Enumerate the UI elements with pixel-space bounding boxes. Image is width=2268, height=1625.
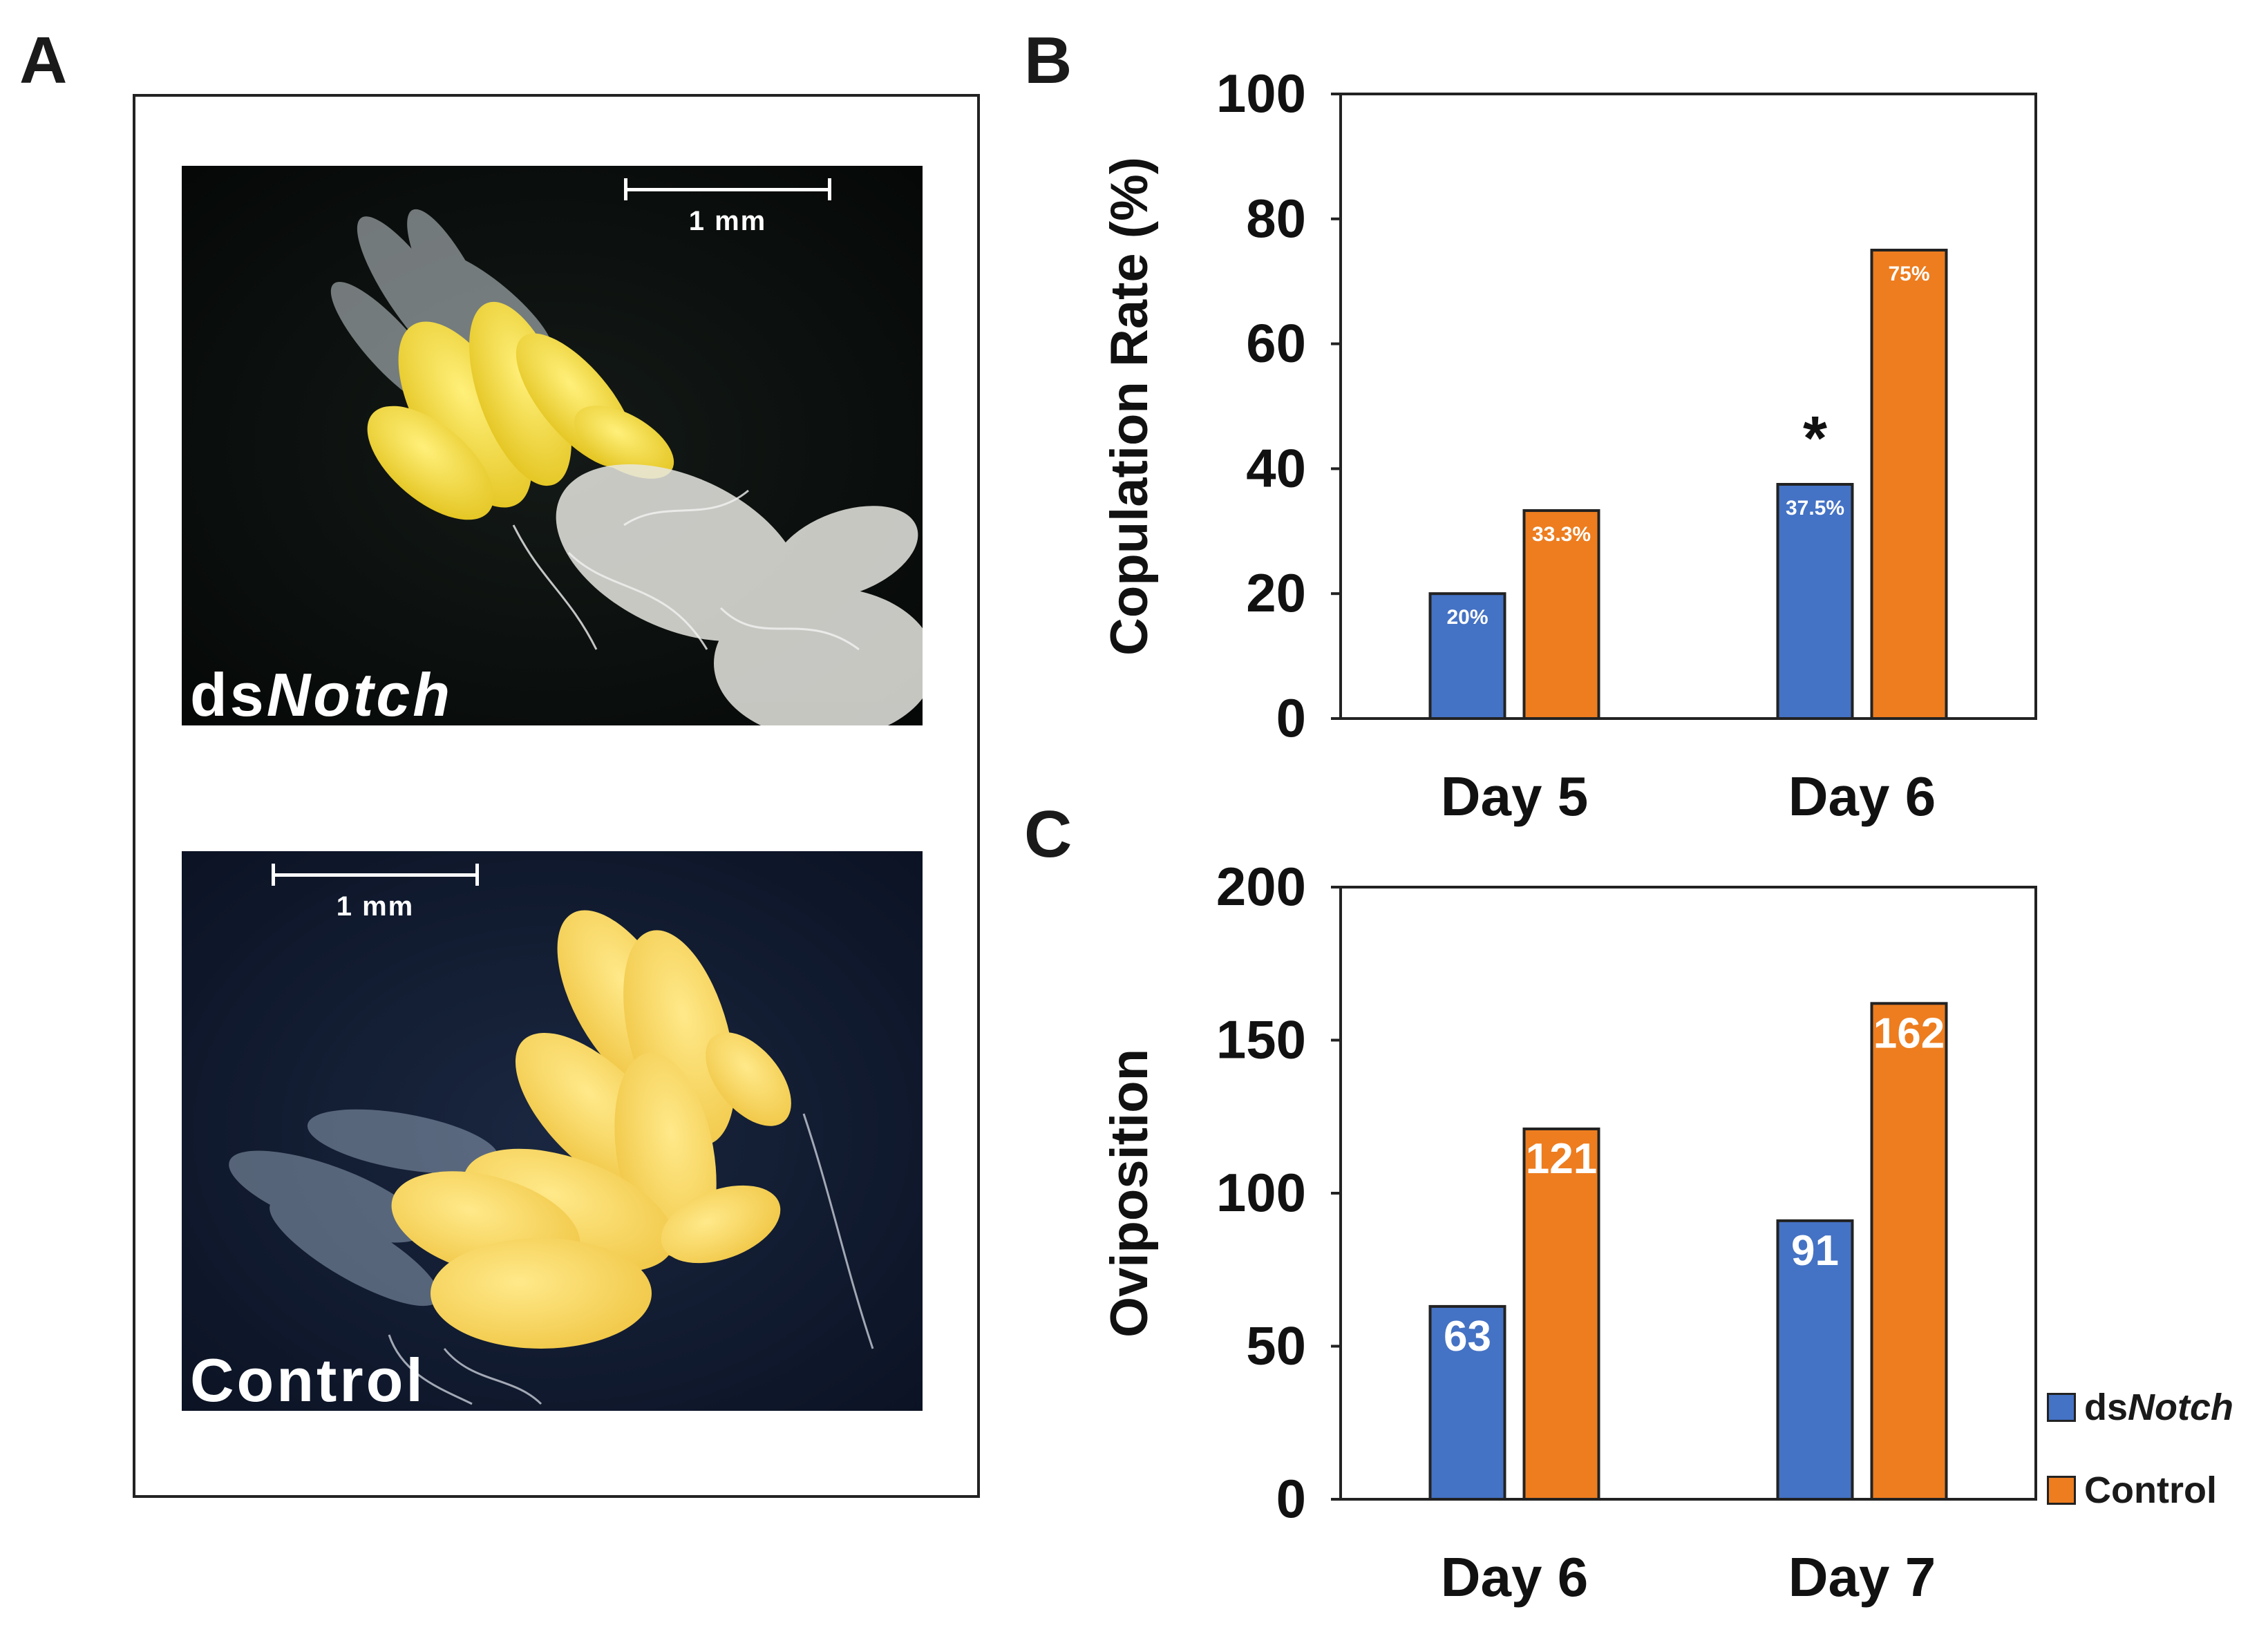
chart-b-ylabel: Copulation Rate (%): [1100, 157, 1159, 656]
panel-label-c: C: [1024, 797, 1072, 871]
chart-b-xtick-label: Day 6: [1788, 766, 1936, 827]
chart-b-ytick-label: 20: [1246, 562, 1306, 623]
chart-c-data-label: 63: [1444, 1313, 1491, 1360]
legend-swatch-control: [2047, 1476, 2076, 1505]
legend-label-dsnotch-italic: Notch: [2128, 1387, 2234, 1428]
chart-c-data-label: 121: [1526, 1135, 1597, 1183]
legend-item-control: Control: [2047, 1469, 2217, 1512]
photo-dsnotch-ovary: 1 mm dsNotch: [182, 166, 923, 725]
photo-label-control: Control: [190, 1346, 426, 1411]
legend-swatch-dsnotch: [2047, 1393, 2076, 1422]
chart-c-bar-control: [1870, 1002, 1948, 1501]
photo-label-italic: Notch: [266, 661, 453, 725]
legend-label-control: Control: [2084, 1470, 2217, 1511]
chart-b-ytick-label: 60: [1246, 313, 1306, 374]
chart-b-ytick-label: 100: [1216, 63, 1306, 124]
chart-b-ytick-label: 0: [1276, 687, 1306, 748]
dsnotch-ovary-illustration: [182, 166, 923, 725]
chart-b-data-label: 75%: [1888, 263, 1929, 285]
scale-bar-label: 1 mm: [688, 206, 767, 236]
chart-c-ytick-label: 150: [1216, 1009, 1306, 1070]
chart-c-ytick-label: 50: [1246, 1315, 1306, 1376]
chart-b-significance-asterisk: *: [1803, 404, 1827, 473]
chart-c-xtick-label: Day 6: [1441, 1546, 1588, 1608]
photo-control-ovary: 1 mm Control: [182, 851, 923, 1411]
chart-b-bar-control: [1870, 249, 1948, 720]
chart-b-data-label: 37.5%: [1786, 497, 1844, 520]
chart-c-ytick-label: 100: [1216, 1162, 1306, 1223]
chart-c-data-label: 91: [1791, 1227, 1839, 1275]
chart-c-bar-control: [1522, 1127, 1600, 1501]
panel-label-a: A: [19, 23, 68, 97]
chart-b-bar-dsnotch: [1776, 483, 1854, 720]
chart-c-ytick-label: 200: [1216, 856, 1306, 917]
chart-c-data-label: 162: [1873, 1009, 1945, 1057]
chart-c-ylabel: Oviposition: [1100, 1049, 1159, 1338]
photo-label-dsnotch: dsNotch: [190, 665, 453, 725]
photo-label-prefix: ds: [190, 661, 267, 725]
chart-b-plot-frame: [1339, 93, 2037, 720]
chart-b-ytick-label: 80: [1246, 188, 1306, 249]
chart-b-data-label: 20%: [1446, 606, 1488, 629]
chart-b-data-label: 33.3%: [1532, 523, 1591, 546]
chart-c-bar-dsnotch: [1776, 1219, 1854, 1501]
chart-b-xtick-label: Day 5: [1441, 766, 1588, 827]
control-ovary-illustration: [182, 851, 923, 1411]
chart-c-bar-dsnotch: [1428, 1304, 1506, 1501]
chart-b-bar-control: [1522, 509, 1600, 721]
chart-c-xtick-label: Day 7: [1788, 1546, 1936, 1608]
panel-label-b: B: [1024, 23, 1072, 97]
legend-item-dsnotch: ds Notch: [2047, 1386, 2233, 1429]
chart-b-bar-dsnotch: [1428, 592, 1506, 721]
chart-c-ytick-label: 0: [1276, 1468, 1306, 1529]
scale-bar-label: 1 mm: [336, 891, 415, 922]
chart-b-ytick-label: 40: [1246, 437, 1306, 498]
legend-label-dsnotch-prefix: ds: [2084, 1387, 2128, 1428]
